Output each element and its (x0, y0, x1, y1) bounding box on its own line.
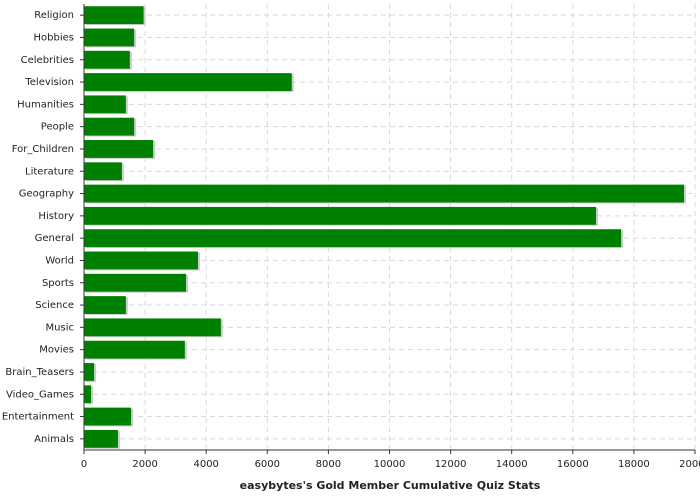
y-tick-label: Geography (19, 189, 74, 200)
bar (84, 6, 144, 25)
bar (84, 296, 126, 314)
y-tick-label: World (45, 255, 74, 266)
bar (84, 95, 126, 114)
y-tick-label: Entertainment (2, 412, 74, 423)
x-tick-label: 8000 (316, 459, 341, 470)
y-tick-label: Humanities (17, 99, 74, 110)
y-tick-label: Music (46, 322, 74, 333)
y-tick-label: For_Children (12, 144, 74, 155)
y-tick-label: Video_Games (6, 389, 74, 400)
bar (84, 407, 132, 426)
x-tick-label: 0 (81, 459, 87, 470)
bar (84, 229, 622, 248)
x-tick-label: 16000 (557, 459, 589, 470)
y-tick-label: Movies (39, 345, 74, 356)
x-tick-label: 18000 (618, 459, 650, 470)
bar (84, 206, 597, 225)
bar (84, 73, 292, 91)
x-tick-label: 10000 (374, 459, 406, 470)
x-tick-label: 20000 (679, 459, 700, 470)
bar (84, 429, 118, 448)
bar (84, 28, 135, 47)
y-tick-label: Sports (42, 278, 74, 289)
bar (84, 117, 135, 136)
x-tick-label: 12000 (435, 459, 467, 470)
y-tick-label: Literature (25, 166, 74, 177)
bar (84, 184, 685, 203)
y-tick-label: Religion (34, 10, 74, 21)
bar (84, 318, 221, 337)
y-tick-label: Television (24, 77, 74, 88)
x-axis-label: easybytes's Gold Member Cumulative Quiz … (240, 479, 541, 492)
x-tick-label: 14000 (496, 459, 528, 470)
x-tick-label: 6000 (255, 459, 280, 470)
bar (84, 340, 185, 359)
y-tick-label: Animals (34, 434, 74, 445)
bar (84, 273, 187, 292)
bar (84, 363, 95, 381)
bar (84, 50, 130, 69)
bar (84, 385, 92, 404)
bar (84, 140, 154, 158)
y-tick-label: History (38, 211, 74, 222)
bar (84, 162, 122, 181)
y-tick-label: General (35, 233, 74, 244)
y-tick-label: Celebrities (21, 55, 74, 66)
x-tick-label: 2000 (132, 459, 157, 470)
y-tick-label: Brain_Teasers (5, 367, 74, 378)
y-tick-label: Hobbies (34, 32, 74, 43)
x-tick-label: 4000 (193, 459, 218, 470)
y-tick-label: People (41, 122, 74, 133)
bar (84, 251, 198, 270)
y-tick-label: Science (35, 300, 74, 311)
